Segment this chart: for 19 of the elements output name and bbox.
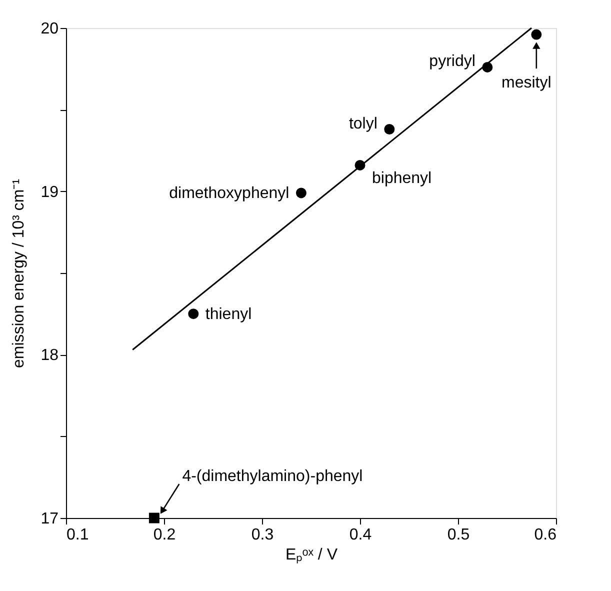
annotation: pyridyl — [429, 53, 476, 70]
y-tick-label: 19 — [40, 184, 59, 201]
annotation: 4-(dimethylamino)-phenyl — [182, 468, 363, 485]
y-tick-label: 18 — [40, 347, 59, 364]
x-tick-label: 0.3 — [251, 526, 274, 544]
annotation: dimethoxyphenyl — [169, 184, 290, 202]
annotation: tolyl — [348, 115, 378, 132]
x-tick-label: 0.6 — [534, 526, 557, 544]
x-tick-label: 0.5 — [447, 526, 470, 544]
y-tick-label: 20 — [40, 20, 59, 38]
annotation: mesityl — [502, 74, 552, 92]
y-axis-title: emission energy / 10³ cm⁻¹ — [10, 178, 28, 368]
annotation: thienyl — [205, 306, 252, 323]
x-tick-label: 0.4 — [349, 526, 372, 544]
x-tick-label: 0.1 — [66, 526, 89, 544]
x-tick-label: 0.2 — [153, 526, 176, 544]
x-axis-title: Eₚᵒˣ / V — [286, 546, 338, 564]
annotation: biphenyl — [372, 170, 432, 188]
y-tick-label: 17 — [40, 510, 59, 528]
